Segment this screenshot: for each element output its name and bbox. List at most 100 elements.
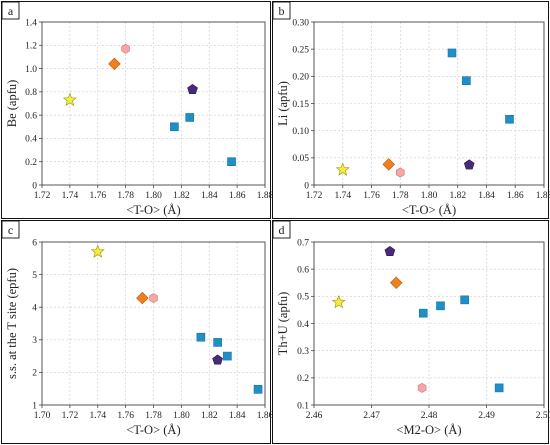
y-tick-label: 0.4 bbox=[25, 135, 37, 145]
square-marker bbox=[460, 295, 469, 305]
square-marker bbox=[253, 385, 263, 394]
y-tick-label: 4 bbox=[32, 304, 37, 314]
pentagon-marker bbox=[463, 159, 475, 170]
y-tick-label: 0.6 bbox=[297, 265, 309, 275]
square-marker bbox=[494, 383, 504, 393]
square-marker bbox=[196, 332, 206, 342]
x-axis-label: <M2-O> (Å) bbox=[396, 423, 461, 437]
star-marker bbox=[331, 294, 346, 309]
y-tick-label: 0 bbox=[32, 181, 37, 191]
panel-d: 2.46 2.47 2.48 2.49 2.50 0.1 0.2 0.3 0.4 0.5 0.6 0.… bbox=[272, 220, 550, 444]
x-tick-label: 2.49 bbox=[478, 411, 495, 421]
hexagon-marker bbox=[121, 43, 130, 54]
x-axis-label: <T-O> (Å) bbox=[126, 203, 180, 217]
y-tick-label: 0.3 bbox=[297, 347, 309, 357]
hexagon-marker bbox=[395, 167, 405, 178]
y-tick-label: 0.30 bbox=[292, 18, 309, 28]
square-marker bbox=[213, 338, 222, 347]
plot-area bbox=[313, 241, 545, 406]
x-tick-label: 1.76 bbox=[117, 411, 134, 421]
y-tick-label: 0.05 bbox=[292, 154, 309, 164]
x-tick-label: 2.47 bbox=[363, 411, 380, 421]
panel-letter: b bbox=[279, 4, 285, 18]
x-tick-label: 1.76 bbox=[363, 191, 380, 201]
y-tick-label: 0.6 bbox=[25, 111, 37, 121]
panel-frame bbox=[272, 220, 549, 444]
star-marker bbox=[335, 162, 350, 176]
x-tick-label: 2.48 bbox=[421, 411, 438, 421]
panel-frame bbox=[1, 1, 271, 219]
y-tick-label: 0.2 bbox=[297, 374, 309, 384]
x-tick-label: 1.80 bbox=[173, 411, 190, 421]
square-marker bbox=[170, 122, 179, 132]
panel-letter-box bbox=[1, 220, 20, 239]
y-axis-label: Th+U (apfu) bbox=[276, 292, 290, 356]
plot-area bbox=[313, 21, 545, 186]
x-tick-label: 1.84 bbox=[201, 191, 218, 201]
x-tick-label: 1.80 bbox=[421, 191, 438, 201]
diamond-marker bbox=[108, 57, 121, 71]
x-tick-label: 1.76 bbox=[89, 191, 106, 201]
x-tick-label: 1.86 bbox=[229, 191, 246, 201]
hexagon-marker bbox=[149, 293, 158, 304]
y-tick-label: 6 bbox=[32, 238, 37, 248]
y-axis-label: Be (apfu) bbox=[5, 80, 19, 128]
diamond-marker bbox=[382, 158, 395, 171]
diamond-marker bbox=[136, 291, 149, 305]
panel-letter-box bbox=[1, 1, 20, 20]
square-marker bbox=[223, 351, 232, 361]
y-tick-label: 1 bbox=[32, 401, 37, 411]
square-marker bbox=[436, 301, 445, 311]
hexagon-marker bbox=[417, 382, 427, 393]
y-tick-label: 0.2 bbox=[25, 158, 37, 168]
y-tick-label: 0.15 bbox=[292, 100, 309, 110]
y-tick-label: 1.4 bbox=[25, 18, 37, 28]
star-marker bbox=[62, 92, 77, 106]
plot-area bbox=[41, 241, 266, 406]
square-marker bbox=[418, 308, 428, 318]
y-tick-label: 0.7 bbox=[297, 238, 309, 248]
x-tick-label: 2.50 bbox=[536, 411, 550, 421]
x-tick-label: 1.78 bbox=[145, 411, 162, 421]
y-axis-label: s.s. at the T site (epfu) bbox=[5, 268, 19, 379]
y-tick-label: 1.2 bbox=[25, 42, 37, 52]
y-tick-label: 5 bbox=[32, 271, 37, 281]
x-tick-label: 1.88 bbox=[257, 191, 274, 201]
panel-letter: c bbox=[8, 223, 13, 237]
x-tick-label: 1.80 bbox=[145, 191, 162, 201]
x-tick-label: 1.78 bbox=[117, 191, 134, 201]
y-tick-label: 0.25 bbox=[292, 45, 309, 55]
y-tick-label: 2 bbox=[32, 369, 37, 379]
panel-frame bbox=[272, 1, 549, 219]
panel-c: 1.70 1.72 1.74 1.76 1.78 1.80 1.82 1.84 1.86 1 2 3 4… bbox=[1, 220, 274, 444]
pentagon-marker bbox=[384, 245, 396, 257]
star-marker bbox=[90, 244, 105, 258]
square-marker bbox=[185, 113, 195, 122]
x-tick-label: 1.70 bbox=[34, 411, 51, 421]
x-tick-label: 1.86 bbox=[507, 191, 524, 201]
diamond-marker bbox=[389, 276, 403, 289]
panel-letter: a bbox=[8, 4, 14, 18]
y-tick-label: 0.5 bbox=[297, 293, 309, 303]
y-tick-label: 3 bbox=[32, 336, 37, 346]
x-axis-label: <T-O> (Å) bbox=[402, 203, 456, 217]
y-tick-label: 0.8 bbox=[25, 88, 37, 98]
x-tick-label: 1.88 bbox=[536, 191, 550, 201]
x-tick-label: 1.74 bbox=[62, 191, 79, 201]
x-tick-label: 1.72 bbox=[34, 191, 51, 201]
x-tick-label: 1.84 bbox=[229, 411, 246, 421]
pentagon-marker bbox=[212, 354, 223, 365]
y-axis-label: Li (apfu) bbox=[276, 81, 290, 126]
y-tick-label: 0.1 bbox=[297, 401, 309, 411]
plot-area bbox=[41, 21, 266, 186]
square-marker bbox=[447, 48, 457, 58]
x-tick-label: 1.78 bbox=[392, 191, 409, 201]
x-tick-label: 2.46 bbox=[306, 411, 323, 421]
x-tick-label: 1.84 bbox=[478, 191, 495, 201]
square-marker bbox=[227, 157, 236, 167]
x-tick-label: 1.82 bbox=[173, 191, 190, 201]
panel-letter-box bbox=[272, 1, 291, 20]
x-tick-label: 1.82 bbox=[201, 411, 218, 421]
x-tick-label: 1.82 bbox=[449, 191, 466, 201]
y-tick-label: 0.4 bbox=[297, 320, 309, 330]
